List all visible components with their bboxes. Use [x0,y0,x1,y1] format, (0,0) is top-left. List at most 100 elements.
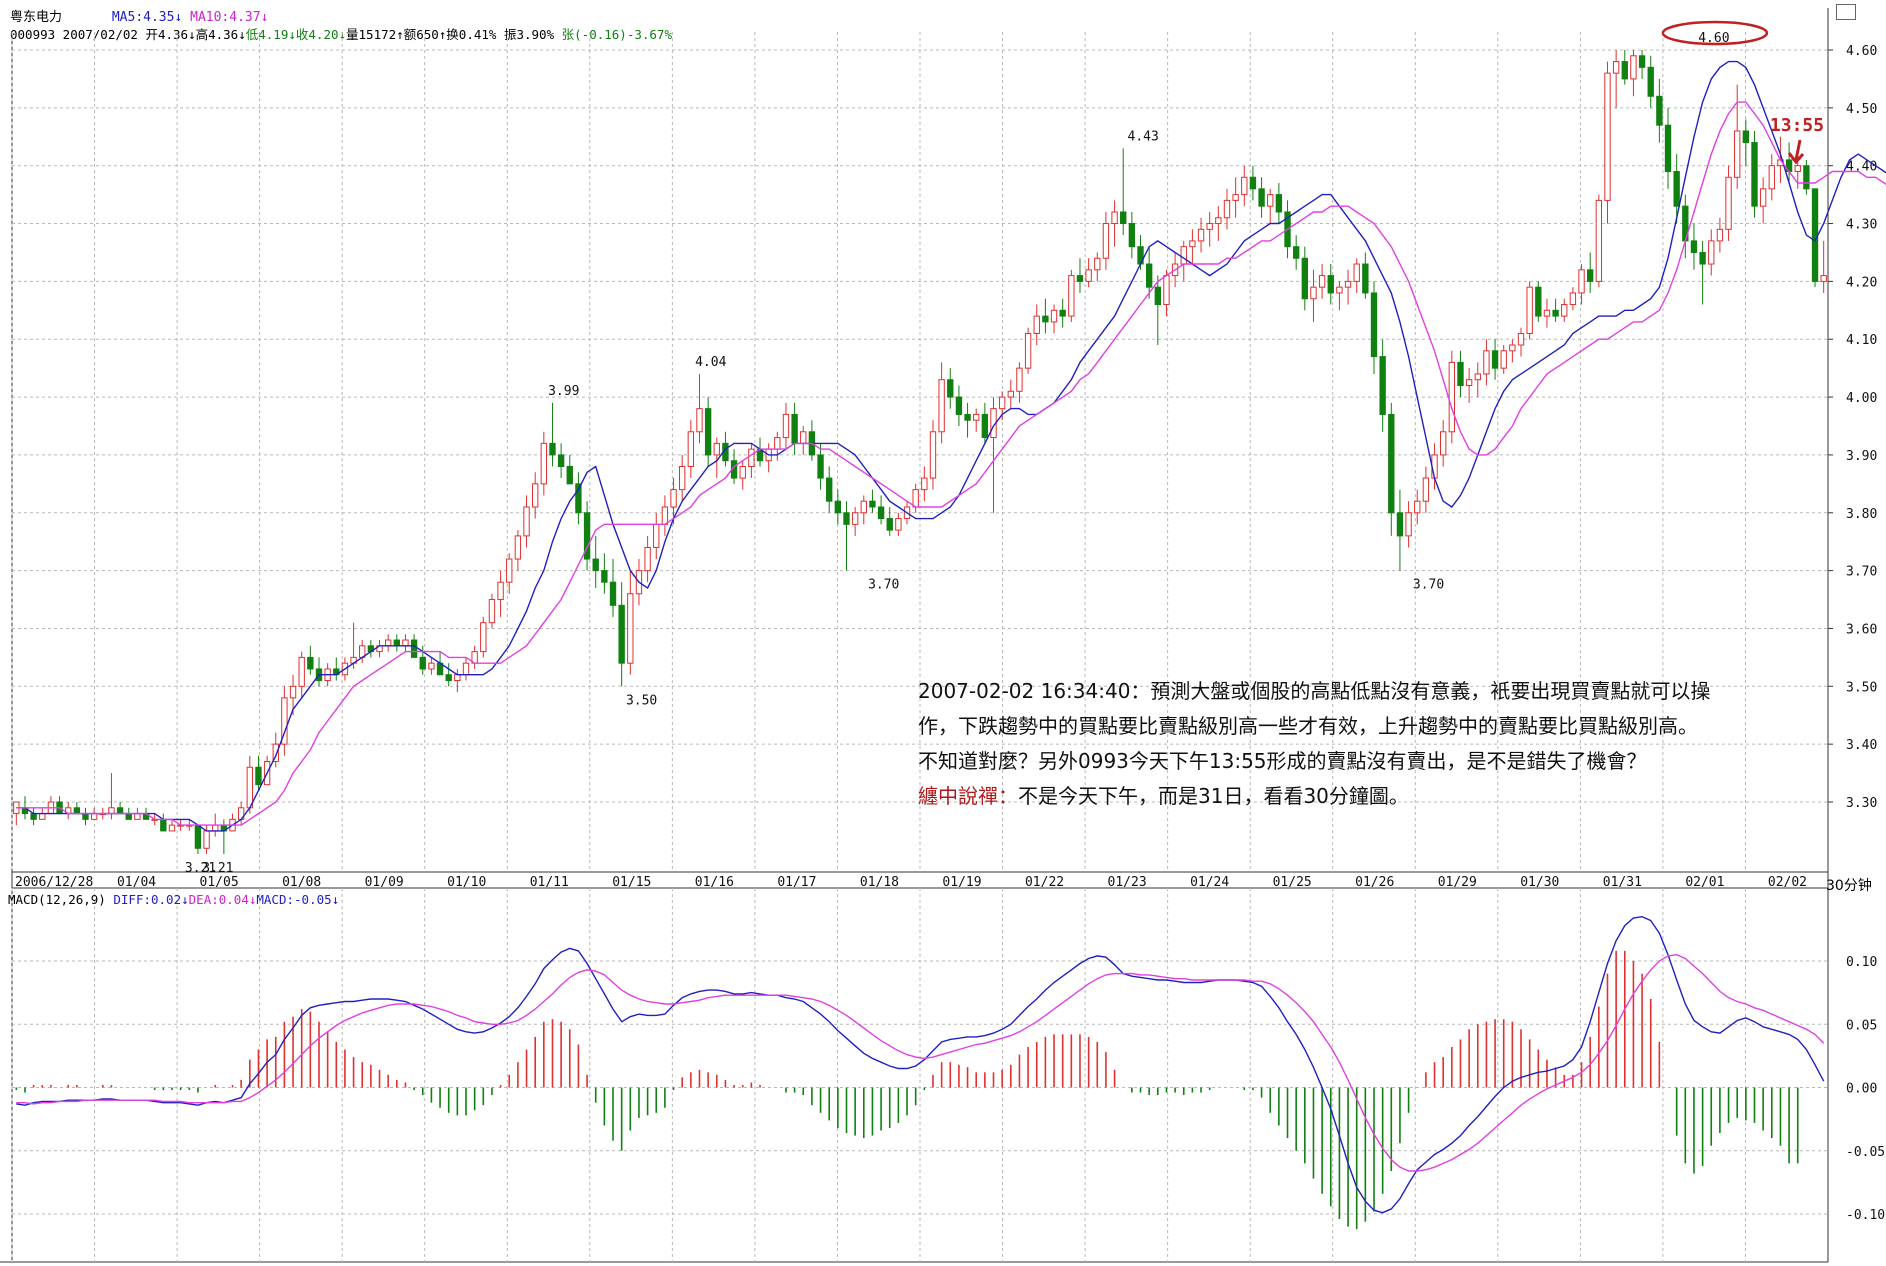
candle-body [160,818,167,832]
candle-body [1561,304,1568,317]
candle-body [1491,350,1499,369]
candle-body [1483,350,1490,375]
candle-body [497,581,504,601]
price-tick-label: 3.80 [1846,507,1877,522]
candle-body [1621,61,1628,80]
candle-body [1414,500,1421,514]
candle-body [1189,240,1196,248]
reply-text: 不是今天下午，而是31日，看看30分鐘圖。 [1018,784,1409,808]
date-tick-label: 01/26 [1355,875,1394,890]
candle-body [1664,124,1672,172]
candle-body [1500,350,1507,369]
turnover-value: 换0.41% [446,27,497,42]
candle-body [1569,292,1577,306]
candle-body [402,639,409,647]
candle-body [627,593,634,664]
candle-body [1595,199,1603,282]
candle-body [1145,263,1153,288]
date-tick-label: 01/10 [447,875,486,890]
candle-body [454,674,461,682]
annotation-time-label: 13:55 [1770,115,1824,136]
candle-body [445,674,452,682]
candle-body [523,506,530,537]
note-line-4: 纏中說禪：不是今天下午，而是31日，看看30分鐘圖。 [918,779,1710,814]
candle-body [1517,332,1525,346]
candle-body [1076,275,1084,282]
date-tick-label: 01/22 [1025,875,1064,890]
candle-body [973,413,980,421]
ma10-line [16,101,1886,826]
price-extreme-label: 4.60 [1698,31,1729,46]
candle-body [1353,263,1360,282]
macd-macd-value: MACD:-0.05↓ [256,892,340,907]
candle-body [1638,55,1646,68]
candle-body [1120,211,1127,225]
candle-body [194,824,202,849]
panel-icon[interactable] [1836,4,1856,20]
candle-body [921,477,928,491]
candle-body [1673,170,1680,207]
candle-body [557,454,565,467]
date-tick-label: 01/05 [200,875,239,890]
candle-body [1742,130,1750,144]
candle-body [1042,315,1049,323]
candle-body [1630,55,1637,80]
candle-body [1310,286,1317,300]
candle-body [532,483,539,508]
candle-body [860,500,867,514]
ma5-label: MA5:4.35↓ [111,10,183,25]
candle-body [90,813,98,820]
candle-body [540,442,548,485]
price-extreme-label: 4.04 [695,355,726,370]
candle-body [886,518,893,531]
candle-body [964,413,971,421]
candle-body [212,824,219,832]
peak-highlight-ellipse [1661,20,1769,46]
candle-body [1647,66,1654,97]
candle-body [298,656,305,687]
candle-body [1007,390,1014,398]
close-value: 收4.20↓ [295,27,347,42]
candle-body [644,546,651,572]
candle-body [877,506,885,520]
price-tick-label: 3.90 [1846,449,1877,464]
candle-body [1102,223,1110,259]
candle-body [1474,373,1481,381]
candle-body [1059,309,1066,317]
candle-body [255,766,262,786]
candle-body [1543,309,1551,317]
candle-body [1215,217,1222,225]
period-label[interactable]: 30分钟 [1826,878,1872,894]
candle-body [307,656,314,670]
candle-body [583,512,591,560]
candle-body [670,489,677,508]
candle-body [774,437,781,450]
candle-body [1396,512,1404,537]
date-tick-label: 01/16 [695,875,734,890]
candle-body [895,518,902,531]
macd-name: MACD(12,26,9) [8,892,106,907]
note-line-1: 2007-02-02 16:34:40：預測大盤或個股的高點低點沒有意義，衹要出… [918,679,1711,703]
low-value: 低4.19↓ [245,27,296,42]
note-line-2: 作，下跌趨勢中的買點要比賣點級別高一些才有效，上升趨勢中的賣點要比買點級別高。 [918,714,1698,738]
macd-dea-value: DEA:0.04↓ [188,892,257,907]
candle-body [1587,269,1594,282]
candle-body [687,431,695,467]
date-tick-label: 2006/12/28 [15,875,93,890]
price-extreme-label: 3.70 [868,578,899,593]
candle-body [1301,257,1308,300]
price-tick-label: 3.50 [1846,680,1877,695]
candle-body [1457,361,1464,387]
diff-line [16,915,1825,1214]
macd-tick-label: 0.10 [1846,955,1877,970]
ma10-label: MA10:4.37↓ [190,10,269,25]
candle-body [1024,332,1032,369]
candle-body [843,512,850,525]
candle-body [1258,188,1265,207]
candle-body [834,500,842,514]
candle-body [947,379,954,398]
price-tick-label: 4.20 [1846,275,1877,290]
date-tick-label: 01/19 [942,875,981,890]
volume-value: 量15172↑ [346,27,404,42]
price-tick-label: 3.70 [1846,565,1877,580]
